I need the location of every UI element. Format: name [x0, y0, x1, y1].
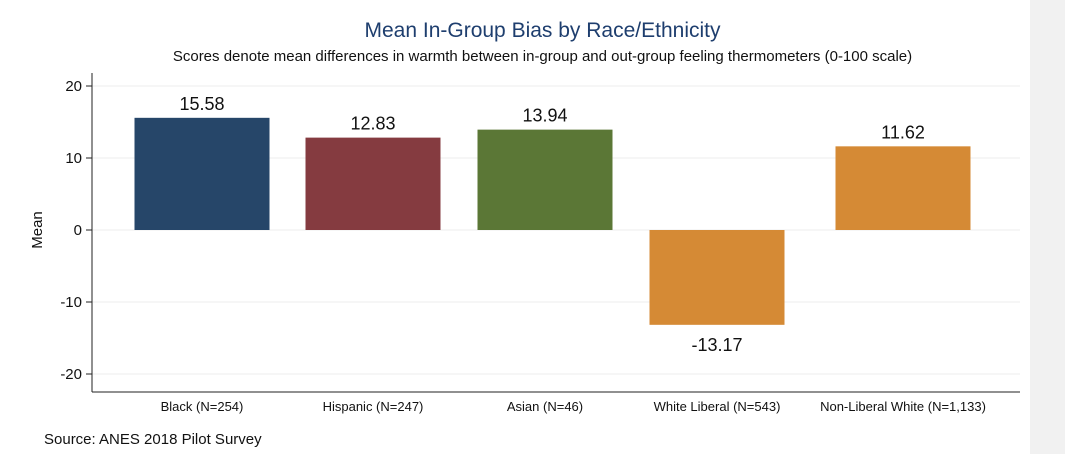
bar: [134, 117, 270, 230]
bar-value-label: -13.17: [691, 335, 742, 355]
chart-subtitle: Scores denote mean differences in warmth…: [172, 48, 913, 65]
bar-value-label: 13.94: [522, 106, 567, 126]
x-category-label: Non-Liberal White (N=1,133): [820, 399, 986, 414]
source-note: Source: ANES 2018 Pilot Survey: [44, 431, 262, 448]
x-category-label: Black (N=254): [161, 399, 244, 414]
bar-value-label: 15.58: [179, 94, 224, 114]
x-category-label: Hispanic (N=247): [323, 399, 424, 414]
y-tick-label: 10: [65, 150, 82, 167]
bar-value-label: 11.62: [881, 122, 925, 142]
x-category-label: Asian (N=46): [507, 399, 583, 414]
y-tick-label: 20: [65, 78, 82, 95]
y-tick-label: -20: [60, 366, 82, 383]
bar: [477, 129, 613, 230]
y-tick-label: 0: [74, 222, 82, 239]
chart-title: Mean In-Group Bias by Race/Ethnicity: [364, 19, 721, 42]
y-tick-label: -10: [60, 294, 82, 311]
bar: [835, 146, 971, 230]
bar: [649, 230, 785, 325]
x-category-label: White Liberal (N=543): [654, 399, 781, 414]
bar: [305, 137, 441, 230]
y-axis-title: Mean: [29, 211, 46, 249]
bar-value-label: 12.83: [350, 114, 395, 134]
page-margin: [1030, 0, 1065, 454]
